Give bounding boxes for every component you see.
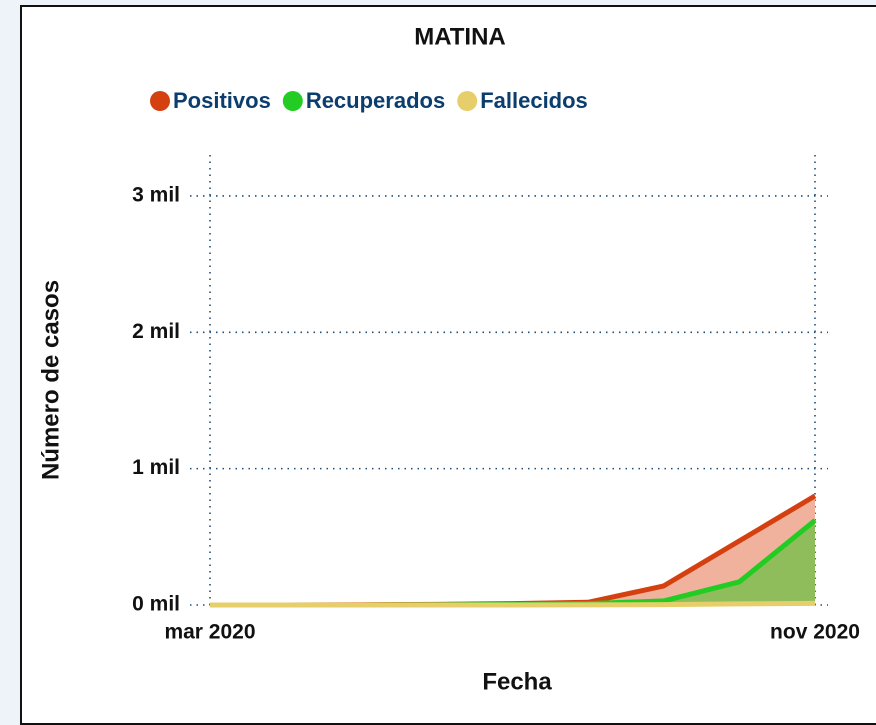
legend-marker [150,91,170,111]
legend-marker [457,91,478,111]
line [210,600,816,608]
y-tick-label: 0 mil [132,593,180,616]
area [210,520,815,605]
y-tick-label: 2 mil [132,320,180,343]
chart: MATINA Número de casos Fecha 0 mil 1 mil 2… [37,23,860,695]
y-tick-label: 1 mil [132,456,180,479]
legend-label: Positivos [173,88,271,113]
legend-label: Fallecidos [480,88,588,113]
y-tick-label: 3 mil [132,183,180,206]
legend-marker [282,91,303,111]
legend-label: Recuperados [306,88,445,113]
x-axis-label: Fecha [482,668,552,695]
y-axis-label: Número de casos [37,280,64,480]
chart-title: MATINA [414,23,506,50]
x-tick-label: nov 2020 [770,621,860,644]
x-tick-label: mar 2020 [164,621,255,644]
